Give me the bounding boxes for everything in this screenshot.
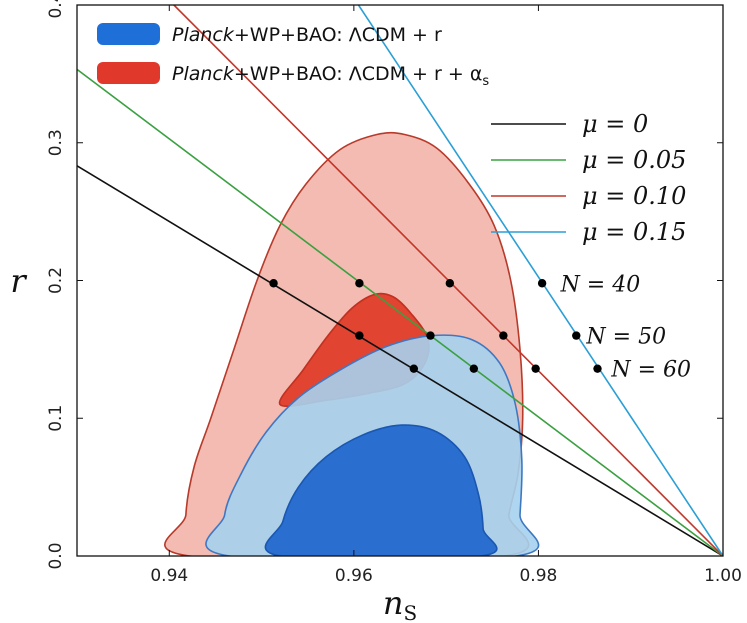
y-tick-label: 0.4	[46, 0, 66, 19]
legend-entry-blue: Planck+WP+BAO: ΛCDM + r	[172, 24, 442, 46]
x-tick-label: 1.00	[704, 566, 742, 586]
x-tick-label: 0.94	[150, 566, 188, 586]
mu-legend: μ = 0 μ = 0.05 μ = 0.10 μ = 0.15	[491, 110, 686, 246]
mu-legend-label-2: μ = 0.10	[582, 182, 686, 210]
n-point-4	[355, 331, 364, 340]
n-point-3	[537, 279, 547, 288]
n-point-6	[499, 331, 508, 340]
x-axis-label: nS	[383, 584, 417, 623]
n-point-10	[531, 364, 540, 373]
contour-legend: Planck+WP+BAO: ΛCDM + r Planck+WP+BAO: Λ…	[97, 23, 489, 89]
annotations-layer: N = 40 N = 50 N = 60	[560, 272, 691, 382]
x-tick-label: 0.98	[519, 566, 557, 586]
mu-legend-label-0: μ = 0	[582, 110, 648, 138]
n-point-2	[445, 279, 455, 288]
legend-swatch-red	[97, 62, 160, 84]
contours-layer	[164, 131, 540, 556]
y-tick-label: 0.2	[46, 267, 66, 294]
y-tick-label: 0.1	[46, 405, 66, 432]
points-layer	[269, 279, 602, 373]
series-line-0	[77, 165, 723, 556]
n-annotation-1: N = 50	[585, 325, 666, 350]
y-tick-label: 0.3	[46, 129, 66, 156]
legend-entry-red: Planck+WP+BAO: ΛCDM + r + αs	[172, 63, 489, 89]
x-tick-label: 0.96	[335, 566, 373, 586]
n-point-1	[355, 279, 364, 288]
y-axis-label: r	[10, 262, 27, 300]
mu-legend-label-3: μ = 0.15	[582, 218, 686, 246]
n-point-7	[572, 331, 581, 340]
n-point-11	[593, 364, 602, 373]
n-point-9	[469, 364, 479, 373]
ticks-layer: 0.94 0.96 0.98 1.00 0.0 0.1 0.2 0.3 0.4	[46, 0, 742, 586]
y-tick-label: 0.0	[46, 542, 66, 569]
series-line-1	[77, 68, 723, 556]
contour-blue-inner	[264, 424, 498, 556]
n-point-0	[269, 279, 278, 288]
mu-legend-label-1: μ = 0.05	[582, 146, 686, 174]
legend-swatch-blue	[97, 23, 160, 45]
n-annotation-0: N = 40	[560, 272, 641, 297]
n-point-5	[426, 331, 435, 340]
n-point-8	[409, 364, 419, 373]
n-annotation-2: N = 60	[610, 358, 691, 383]
